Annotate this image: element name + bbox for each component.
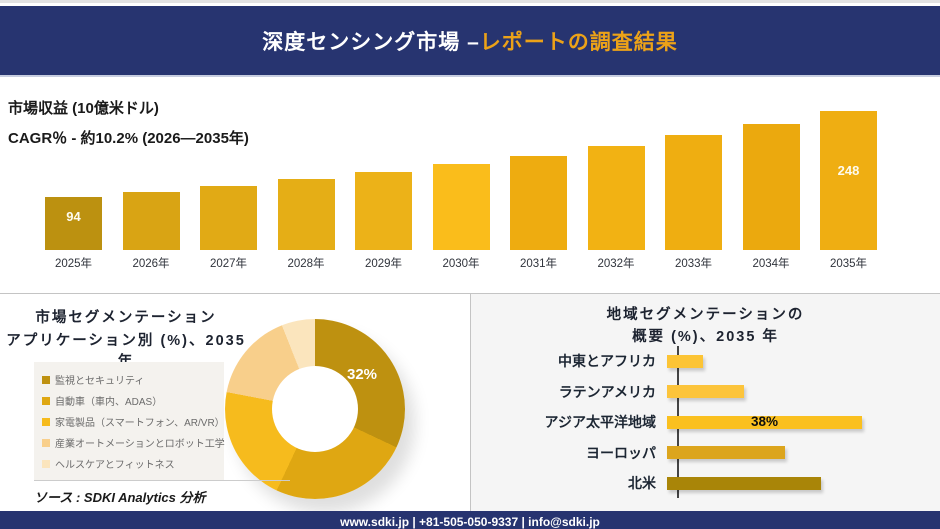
- bar-value-label: 248: [837, 163, 860, 178]
- regional-bar-3: [667, 446, 785, 460]
- axis-year-label: 2034年: [752, 258, 790, 270]
- legend-label: 監視とセキュリティ: [55, 376, 145, 387]
- axis-year-label: 2032年: [597, 258, 635, 270]
- legend-item: 監視とセキュリティ: [42, 369, 216, 390]
- revenue-bar-group: 2032年: [587, 146, 645, 274]
- revenue-bar-2027: [200, 186, 257, 250]
- application-legend: 監視とセキュリティ自動車（車内、ADAS） 家電製品（スマートフォン、AR/VR）…: [34, 362, 225, 481]
- legend-swatch-icon: [42, 396, 50, 405]
- axis-year-label: 2031年: [519, 258, 558, 270]
- region-label: ヨーロッパ: [586, 444, 656, 461]
- axis-year-label: 2025年: [54, 258, 93, 270]
- regional-segmentation-section: 地域セグメンテーションの 概要 (%)、2035 年 中東とアフリカ ラテンアメリ…: [471, 294, 940, 511]
- cagr-label: CAGR％ - 約10.2% (2026―2035年): [8, 130, 249, 147]
- regional-bar-track: [667, 354, 940, 368]
- legend-swatch-icon: [42, 438, 50, 447]
- revenue-bar-2025: 94: [45, 197, 102, 250]
- axis-year-label: 2033年: [674, 258, 713, 270]
- horizontal-divider: [0, 293, 940, 294]
- revenue-bar-group: 2028年: [277, 179, 335, 274]
- regional-bar-track: 38%: [667, 413, 940, 429]
- legend-label: 自動車（車内、ADAS）: [55, 397, 163, 408]
- revenue-bar-2033: [665, 135, 722, 250]
- regional-bar-row: 北米: [471, 468, 940, 499]
- legend-swatch-icon: [42, 459, 50, 468]
- page-title: 深度センシング市場 –: [262, 30, 480, 54]
- regional-bar-row: 中東とアフリカ: [471, 346, 940, 377]
- revenue-bar-2030: [432, 164, 490, 250]
- regional-bar-4: [667, 476, 821, 490]
- revenue-bar-group: 2026年: [122, 192, 180, 274]
- regional-bar-row: ラテンアメリカ: [471, 377, 940, 408]
- legend-label: 家電製品（スマートフォン、AR/VR）: [55, 418, 225, 429]
- regional-bar-chart: 中東とアフリカ ラテンアメリカアジア太平洋地域 38% ヨーロッパ北米: [471, 346, 940, 499]
- revenue-bar-group: 2029年: [355, 172, 412, 274]
- legend-item: 家電製品（スマートフォン、AR/VR）: [42, 411, 225, 432]
- revenue-bar-chart: 94 2025年 2026年 2027年 2028年 2029年 2030年 2031年 203…: [45, 111, 877, 274]
- legend-swatch-icon: [42, 417, 50, 426]
- axis-year-label: 2026年: [132, 258, 170, 270]
- donut-hole: [272, 366, 358, 452]
- legend-item: 自動車（車内、ADAS）: [42, 390, 216, 411]
- legend-swatch-icon: [42, 375, 50, 384]
- axis-year-label: 2029年: [364, 258, 403, 270]
- axis-year-label: 2035年: [829, 258, 868, 270]
- revenue-bar-group: 2027年: [200, 186, 257, 274]
- regional-bar-0: [667, 354, 703, 368]
- regional-bar-1: [667, 385, 744, 399]
- regional-title-line1: 地域セグメンテーションの: [606, 307, 805, 323]
- region-label: ラテンアメリカ: [558, 383, 656, 400]
- regional-bar-2: 38%: [667, 413, 862, 429]
- legend-item: ヘルスケアとフィットネス: [42, 453, 216, 474]
- revenue-bar-group: 94 2025年: [45, 197, 102, 274]
- footer-bar: www.sdki.jp | +81-505-050-9337 | info@sd…: [0, 511, 940, 529]
- legend-label: 産業オートメーションとロボット工学: [55, 439, 225, 450]
- donut-share-label: 32%: [347, 366, 378, 383]
- revenue-bar-2028: [277, 179, 335, 250]
- revenue-chart-section: 市場収益 (10億米ドル) CAGR％ - 約10.2% (2026―2035年…: [0, 79, 940, 293]
- legend-label: ヘルスケアとフィットネス: [55, 460, 175, 471]
- revenue-metric-label: 市場収益 (10億米ドル): [8, 100, 159, 117]
- bar-value-label: 38%: [750, 413, 779, 429]
- bar-value-label: 94: [66, 209, 81, 224]
- revenue-bar-group: 2034年: [742, 124, 800, 274]
- revenue-bar-2034: [742, 124, 800, 250]
- revenue-bar-group: 2033年: [665, 135, 722, 274]
- vertical-divider: [470, 294, 471, 511]
- application-donut: 32%: [225, 319, 405, 499]
- application-segmentation-section: 市場セグメンテーション アプリケーション別 (%)、2035年 監視とセキュリテ…: [0, 294, 470, 511]
- revenue-bar-2026: [122, 192, 180, 250]
- revenue-bar-group: 2031年: [510, 156, 567, 274]
- axis-year-label: 2028年: [287, 258, 325, 270]
- region-label: 北米: [628, 475, 656, 492]
- axis-year-label: 2030年: [442, 258, 480, 270]
- regional-title-line2: 概要 (%)、2035 年: [632, 329, 779, 345]
- header-banner: 深度センシング市場 – レポートの調査結果: [0, 6, 940, 77]
- regional-bar-track: [667, 476, 940, 490]
- axis-year-label: 2027年: [209, 258, 248, 270]
- revenue-bar-2029: [355, 172, 412, 250]
- regional-bar-track: [667, 385, 940, 399]
- regional-bar-row: アジア太平洋地域 38%: [471, 407, 940, 438]
- regional-bar-track: [667, 446, 940, 460]
- revenue-bar-group: 248 2035年: [820, 111, 877, 274]
- page-title-highlight: レポートの調査結果: [479, 30, 678, 54]
- revenue-bar-2035: 248: [820, 111, 877, 250]
- segmentation-title-line1: 市場セグメンテーション: [35, 310, 217, 326]
- region-label: 中東とアフリカ: [558, 353, 656, 370]
- revenue-bar-2032: [587, 146, 645, 250]
- regional-bar-row: ヨーロッパ: [471, 438, 940, 469]
- region-label: アジア太平洋地域: [544, 414, 656, 431]
- legend-item: 産業オートメーションとロボット工学: [42, 432, 225, 453]
- footer-contact-text: www.sdki.jp | +81-505-050-9337 | info@sd…: [340, 514, 600, 529]
- revenue-bar-2031: [510, 156, 567, 250]
- source-attribution: ソース : SDKI Analytics 分析: [34, 480, 290, 506]
- revenue-bar-group: 2030年: [432, 164, 490, 274]
